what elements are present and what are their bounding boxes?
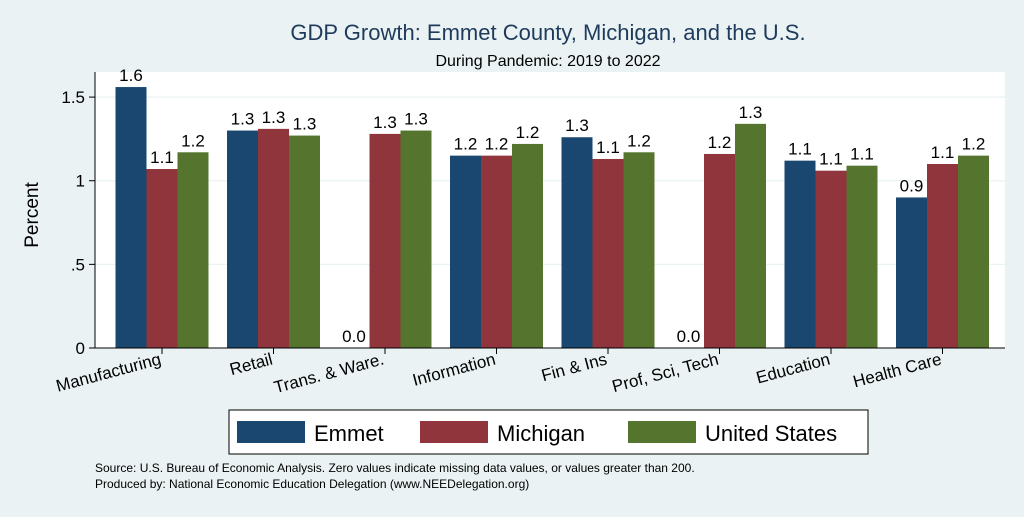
- legend-label: United States: [705, 421, 837, 446]
- data-label: 1.3: [565, 116, 589, 135]
- legend-label: Emmet: [314, 421, 384, 446]
- data-label: 1.2: [962, 135, 986, 154]
- data-label: 1.2: [454, 135, 478, 154]
- bar-emmet: [896, 197, 927, 348]
- bar-michigan: [815, 170, 847, 348]
- bar-emmet: [450, 155, 481, 348]
- bar-united-states: [623, 152, 655, 348]
- data-label: 1.1: [819, 150, 843, 169]
- data-label: 1.1: [596, 138, 620, 157]
- data-label: 1.2: [627, 131, 651, 150]
- y-tick-label: 1: [76, 172, 85, 191]
- y-tick-group: 0 .5 1 1.5: [61, 88, 95, 358]
- x-tick-label: Fin & Ins: [539, 350, 609, 386]
- data-label: 1.3: [293, 115, 317, 134]
- data-label: 1.1: [850, 145, 874, 164]
- y-tick-label: .5: [71, 255, 85, 274]
- x-tick-label: Health Care: [851, 350, 944, 392]
- data-label: 1.6: [119, 66, 143, 85]
- data-label: 0.0: [342, 327, 366, 346]
- data-label: 1.2: [485, 135, 509, 154]
- bar-emmet: [561, 137, 593, 348]
- chart-title: GDP Growth: Emmet County, Michigan, and …: [290, 20, 805, 45]
- bar-emmet: [115, 87, 147, 349]
- bar-united-states: [177, 152, 209, 348]
- data-label: 1.3: [739, 103, 763, 122]
- data-label: 1.2: [181, 131, 205, 150]
- data-label: 1.3: [231, 110, 255, 129]
- legend-label: Michigan: [497, 421, 585, 446]
- y-tick-label: 1.5: [61, 88, 85, 107]
- data-label: 1.2: [516, 123, 540, 142]
- bar-group: [115, 87, 989, 349]
- x-tick-label: Prof, Sci, Tech: [610, 350, 720, 397]
- bar-michigan: [369, 133, 401, 348]
- x-tick-label: Education: [754, 350, 832, 388]
- y-axis-label: Percent: [22, 182, 43, 248]
- x-tick-label: Manufacturing: [54, 350, 163, 396]
- bar-michigan: [481, 155, 512, 348]
- data-label-group: 1.6 1.1 1.2 1.3 1.3 1.3 0.0 1.3 1.3 1.2 1.2 1.2 1.3 1…: [119, 66, 985, 346]
- legend-swatch: [628, 421, 696, 443]
- bar-michigan: [146, 169, 178, 348]
- legend-box: [228, 409, 869, 455]
- bar-united-states: [400, 130, 432, 348]
- data-label: 1.2: [708, 133, 732, 152]
- legend: Emmet Michigan United States: [237, 421, 837, 446]
- bar-emmet: [227, 130, 258, 348]
- data-label: 1.1: [788, 140, 812, 159]
- bar-emmet: [784, 160, 816, 348]
- data-label: 1.1: [150, 148, 174, 167]
- legend-swatch: [420, 421, 488, 443]
- bar-united-states: [512, 143, 543, 348]
- data-label: 1.3: [404, 110, 428, 129]
- bar-michigan: [704, 153, 735, 348]
- x-tick-label: Retail: [228, 350, 275, 380]
- chart-subtitle: During Pandemic: 2019 to 2022: [435, 53, 660, 70]
- bar-michigan: [258, 128, 289, 348]
- bar-michigan: [927, 164, 958, 348]
- data-label: 0.9: [900, 176, 924, 195]
- bar-united-states: [289, 135, 320, 348]
- x-tick-label: Trans. & Ware.: [272, 350, 386, 398]
- bar-united-states: [846, 165, 878, 348]
- data-label: 1.1: [931, 143, 955, 162]
- data-label: 1.3: [262, 108, 286, 127]
- bar-michigan: [592, 158, 624, 348]
- y-tick-label: 0: [76, 339, 85, 358]
- produced-by-note: Produced by: National Economic Education…: [95, 477, 529, 491]
- bar-united-states: [735, 123, 766, 348]
- bar-united-states: [958, 155, 989, 348]
- x-tick-label: Information: [410, 350, 497, 390]
- source-note: Source: U.S. Bureau of Economic Analysis…: [95, 461, 695, 475]
- data-label: 1.3: [373, 113, 397, 132]
- legend-swatch: [237, 421, 305, 443]
- data-label: 0.0: [677, 327, 701, 346]
